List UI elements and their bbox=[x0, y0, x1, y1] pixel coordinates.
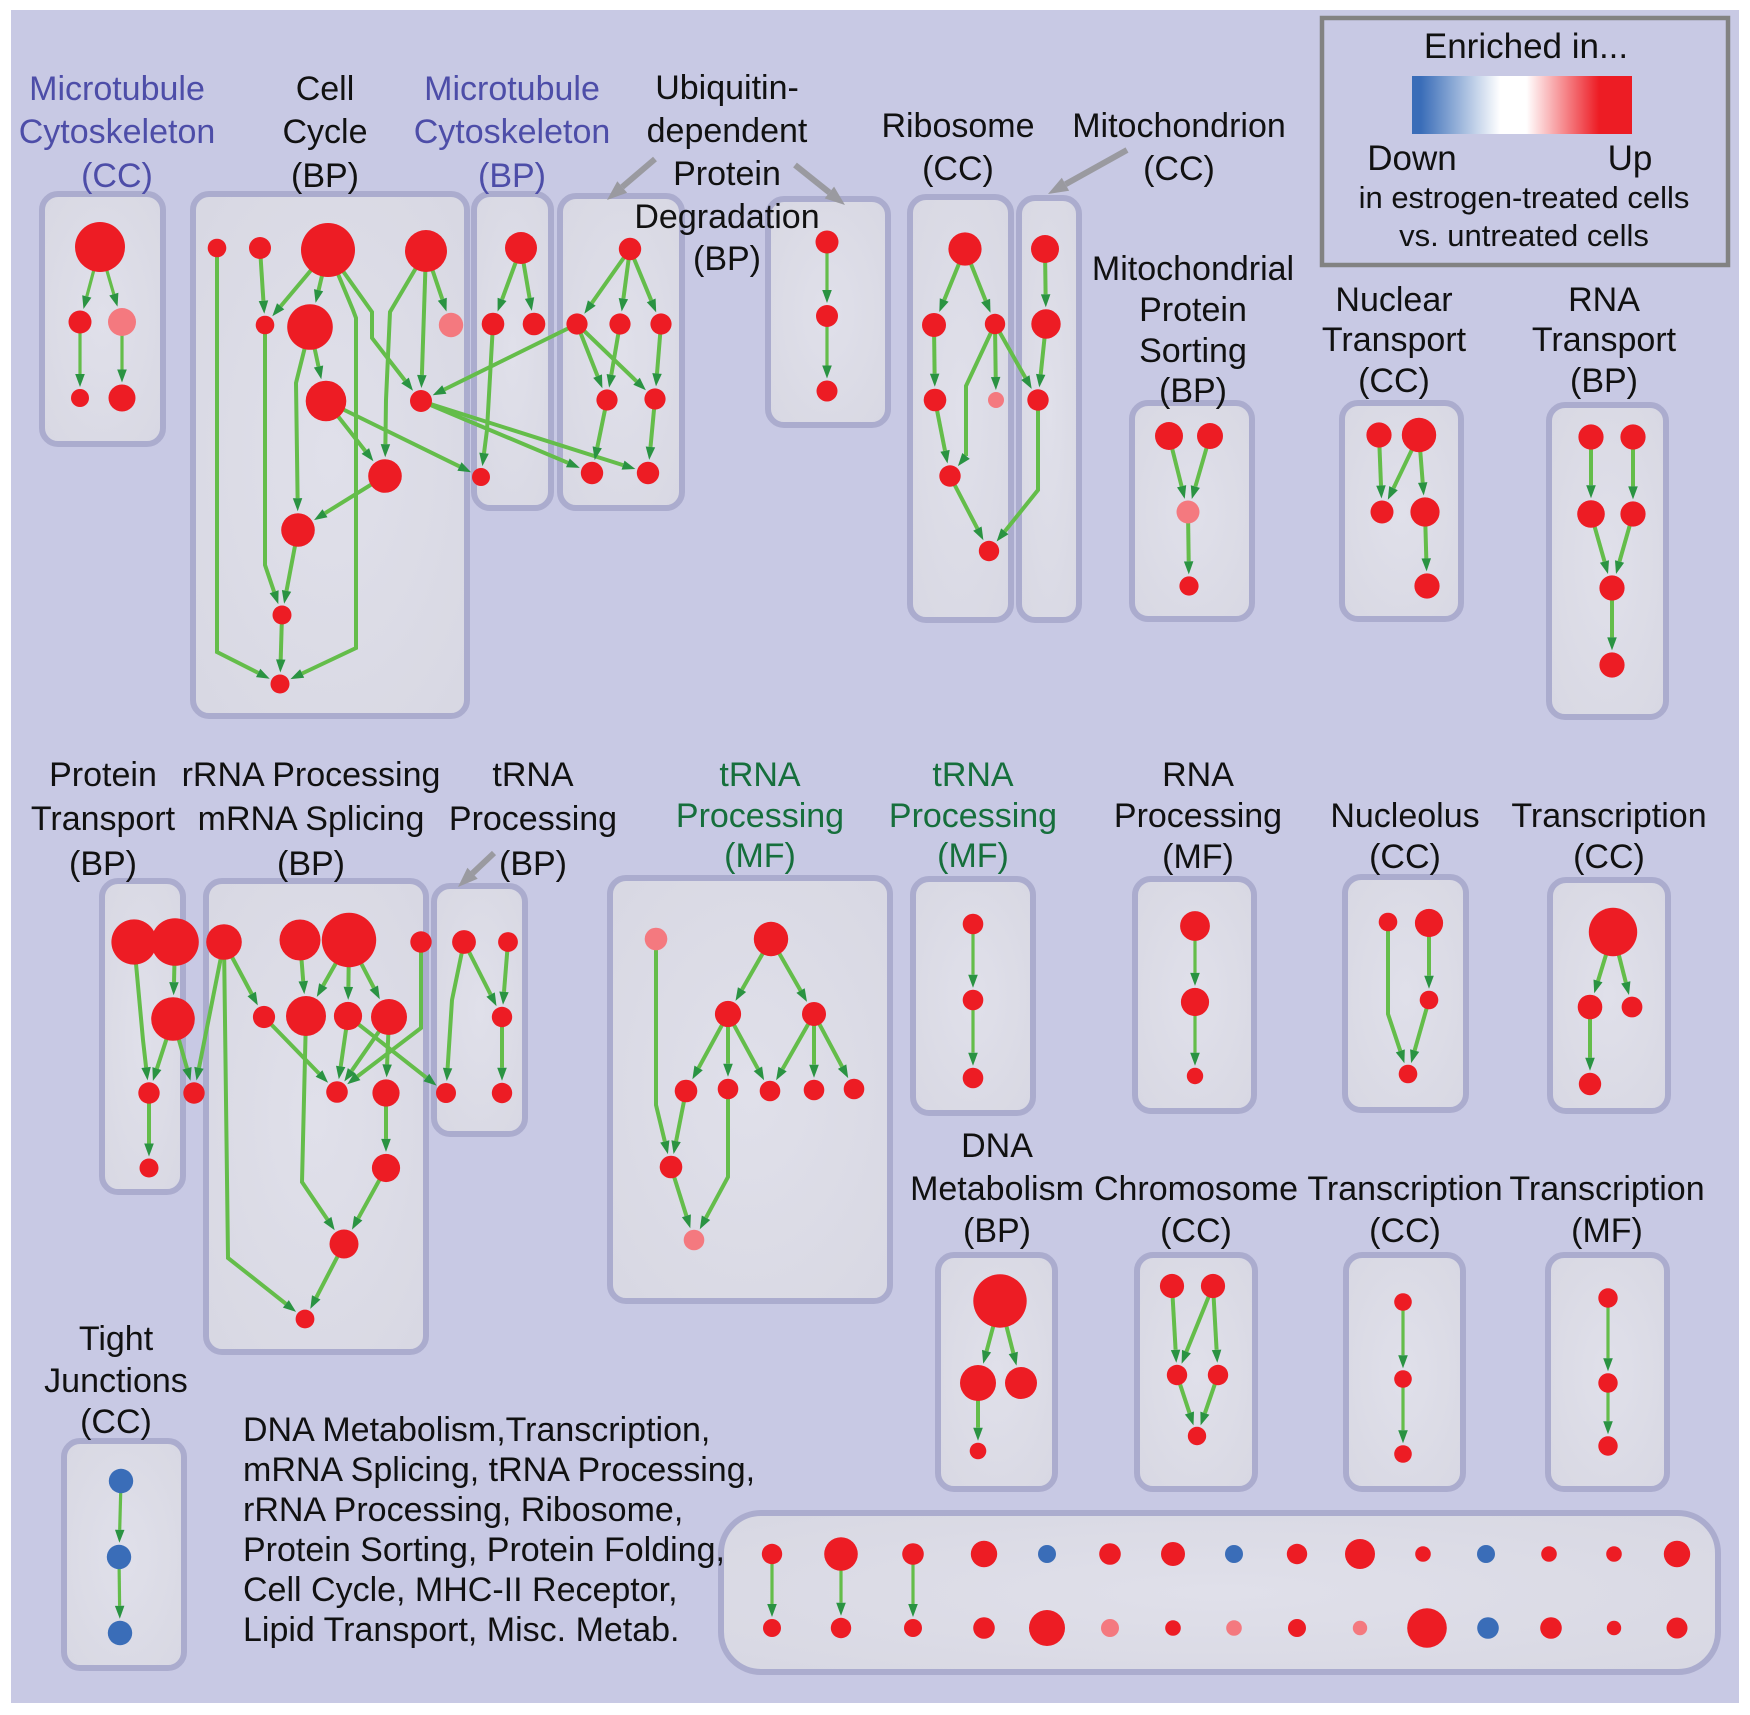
svg-text:(MF): (MF) bbox=[1162, 838, 1234, 876]
svg-text:Cycle: Cycle bbox=[282, 113, 367, 151]
svg-text:(MF): (MF) bbox=[724, 837, 796, 875]
svg-text:(BP): (BP) bbox=[1570, 362, 1638, 400]
svg-text:Cytoskeleton: Cytoskeleton bbox=[414, 113, 611, 151]
svg-text:vs. untreated cells: vs. untreated cells bbox=[1399, 218, 1649, 253]
svg-text:(BP): (BP) bbox=[963, 1212, 1031, 1250]
svg-text:(BP): (BP) bbox=[1159, 372, 1227, 410]
svg-text:Junctions: Junctions bbox=[44, 1362, 188, 1400]
svg-text:Mitochondrion: Mitochondrion bbox=[1072, 107, 1286, 145]
svg-text:Processing: Processing bbox=[449, 800, 617, 838]
svg-text:Lipid Transport, Misc. Metab.: Lipid Transport, Misc. Metab. bbox=[243, 1611, 680, 1649]
svg-text:in estrogen-treated cells: in estrogen-treated cells bbox=[1359, 180, 1690, 215]
svg-text:Tight: Tight bbox=[79, 1320, 154, 1358]
svg-text:(CC): (CC) bbox=[1369, 1212, 1441, 1250]
svg-text:(BP): (BP) bbox=[478, 157, 546, 195]
svg-text:Nucleolus: Nucleolus bbox=[1330, 797, 1479, 835]
svg-text:Ribosome: Ribosome bbox=[881, 107, 1034, 145]
svg-text:Transport: Transport bbox=[1322, 321, 1467, 359]
svg-text:Transport: Transport bbox=[31, 800, 176, 838]
svg-text:(CC): (CC) bbox=[1369, 838, 1441, 876]
svg-text:tRNA: tRNA bbox=[719, 756, 801, 794]
svg-text:mRNA Splicing: mRNA Splicing bbox=[198, 800, 425, 838]
svg-text:Down: Down bbox=[1367, 139, 1456, 178]
svg-text:Microtubule: Microtubule bbox=[424, 70, 600, 108]
svg-text:Degradation: Degradation bbox=[634, 198, 819, 236]
svg-text:(BP): (BP) bbox=[693, 240, 761, 278]
svg-text:Processing: Processing bbox=[1114, 797, 1282, 835]
svg-text:Nuclear: Nuclear bbox=[1335, 281, 1452, 319]
svg-text:rRNA Processing: rRNA Processing bbox=[182, 756, 441, 794]
svg-text:(MF): (MF) bbox=[937, 837, 1009, 875]
svg-text:(BP): (BP) bbox=[277, 845, 345, 883]
svg-text:(MF): (MF) bbox=[1571, 1212, 1643, 1250]
svg-text:Protein: Protein bbox=[1139, 291, 1247, 329]
svg-text:Up: Up bbox=[1608, 139, 1653, 178]
svg-text:Transport: Transport bbox=[1532, 321, 1677, 359]
svg-text:Transcription: Transcription bbox=[1307, 1170, 1502, 1208]
svg-text:Sorting: Sorting bbox=[1139, 332, 1247, 370]
svg-text:tRNA: tRNA bbox=[932, 756, 1014, 794]
svg-text:(CC): (CC) bbox=[1143, 150, 1215, 188]
svg-text:Enriched in...: Enriched in... bbox=[1424, 27, 1628, 66]
svg-text:Transcription: Transcription bbox=[1509, 1170, 1704, 1208]
svg-text:Protein: Protein bbox=[673, 155, 781, 193]
svg-text:Cell: Cell bbox=[296, 70, 355, 108]
svg-text:(CC): (CC) bbox=[1358, 362, 1430, 400]
svg-text:rRNA Processing, Ribosome,: rRNA Processing, Ribosome, bbox=[243, 1491, 683, 1529]
svg-text:Processing: Processing bbox=[676, 797, 844, 835]
svg-text:Chromosome: Chromosome bbox=[1094, 1170, 1298, 1208]
svg-text:Processing: Processing bbox=[889, 797, 1057, 835]
svg-text:(BP): (BP) bbox=[291, 157, 359, 195]
svg-text:Metabolism: Metabolism bbox=[910, 1170, 1084, 1208]
svg-text:Microtubule: Microtubule bbox=[29, 70, 205, 108]
svg-text:Cytoskeleton: Cytoskeleton bbox=[19, 113, 216, 151]
svg-text:Protein: Protein bbox=[49, 756, 157, 794]
svg-text:mRNA Splicing, tRNA Processing: mRNA Splicing, tRNA Processing, bbox=[243, 1451, 755, 1489]
svg-text:DNA Metabolism,Transcription,: DNA Metabolism,Transcription, bbox=[243, 1411, 710, 1449]
svg-text:(BP): (BP) bbox=[69, 845, 137, 883]
svg-text:Transcription: Transcription bbox=[1511, 797, 1706, 835]
svg-text:Cell Cycle, MHC-II Receptor,: Cell Cycle, MHC-II Receptor, bbox=[243, 1571, 678, 1609]
svg-text:Ubiquitin-: Ubiquitin- bbox=[655, 69, 799, 107]
svg-text:(CC): (CC) bbox=[1160, 1212, 1232, 1250]
svg-text:(BP): (BP) bbox=[499, 845, 567, 883]
svg-text:(CC): (CC) bbox=[922, 150, 994, 188]
svg-text:(CC): (CC) bbox=[80, 1403, 152, 1441]
svg-text:Mitochondrial: Mitochondrial bbox=[1092, 250, 1294, 288]
svg-text:(CC): (CC) bbox=[1573, 838, 1645, 876]
svg-text:dependent: dependent bbox=[647, 112, 808, 150]
svg-text:tRNA: tRNA bbox=[492, 756, 574, 794]
svg-text:Protein Sorting, Protein Foldi: Protein Sorting, Protein Folding, bbox=[243, 1531, 725, 1569]
svg-text:RNA: RNA bbox=[1568, 281, 1640, 319]
svg-text:RNA: RNA bbox=[1162, 756, 1234, 794]
svg-text:(CC): (CC) bbox=[81, 157, 153, 195]
svg-text:DNA: DNA bbox=[961, 1127, 1033, 1165]
